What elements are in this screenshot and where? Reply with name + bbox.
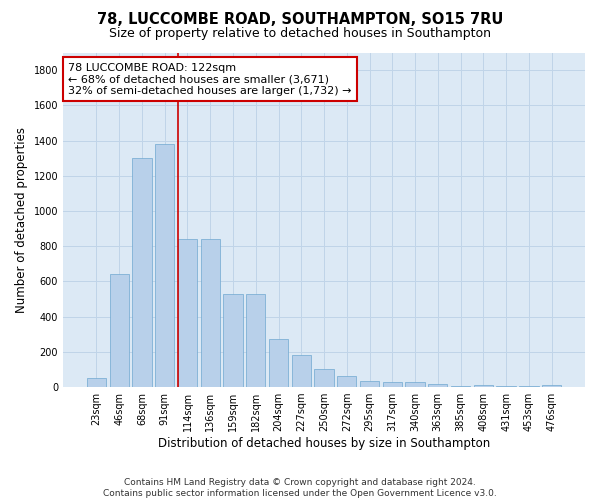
Bar bbox=[110, 274, 129, 387]
Bar bbox=[246, 294, 265, 387]
Bar bbox=[337, 376, 356, 387]
Bar bbox=[428, 384, 448, 387]
Bar bbox=[178, 239, 197, 387]
Bar bbox=[406, 382, 425, 387]
Bar bbox=[132, 158, 152, 387]
Text: 78 LUCCOMBE ROAD: 122sqm
← 68% of detached houses are smaller (3,671)
32% of sem: 78 LUCCOMBE ROAD: 122sqm ← 68% of detach… bbox=[68, 62, 352, 96]
Bar bbox=[496, 386, 516, 387]
Bar bbox=[360, 381, 379, 387]
Bar bbox=[223, 294, 242, 387]
Text: 78, LUCCOMBE ROAD, SOUTHAMPTON, SO15 7RU: 78, LUCCOMBE ROAD, SOUTHAMPTON, SO15 7RU bbox=[97, 12, 503, 28]
X-axis label: Distribution of detached houses by size in Southampton: Distribution of detached houses by size … bbox=[158, 437, 490, 450]
Text: Contains HM Land Registry data © Crown copyright and database right 2024.
Contai: Contains HM Land Registry data © Crown c… bbox=[103, 478, 497, 498]
Bar bbox=[314, 368, 334, 387]
Bar bbox=[155, 144, 175, 387]
Bar bbox=[473, 386, 493, 387]
Y-axis label: Number of detached properties: Number of detached properties bbox=[15, 127, 28, 313]
Bar bbox=[451, 386, 470, 387]
Bar bbox=[269, 338, 288, 387]
Bar bbox=[383, 382, 402, 387]
Bar bbox=[87, 378, 106, 387]
Bar bbox=[542, 386, 561, 387]
Bar bbox=[519, 386, 539, 387]
Text: Size of property relative to detached houses in Southampton: Size of property relative to detached ho… bbox=[109, 28, 491, 40]
Bar bbox=[200, 239, 220, 387]
Bar bbox=[292, 354, 311, 387]
